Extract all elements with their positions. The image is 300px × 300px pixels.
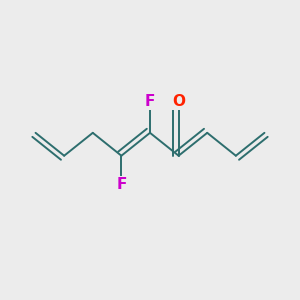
Text: O: O	[172, 94, 185, 109]
Text: F: F	[116, 177, 127, 192]
Text: F: F	[145, 94, 155, 109]
